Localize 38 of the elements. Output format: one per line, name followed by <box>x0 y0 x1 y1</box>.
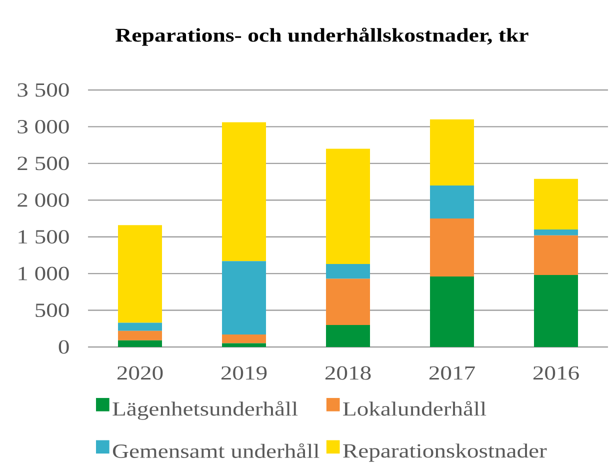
bar <box>118 340 162 347</box>
bar <box>534 235 578 276</box>
legend-label: Gemensamt underhåll <box>112 443 320 458</box>
bar <box>326 278 370 325</box>
bar <box>430 276 474 347</box>
y-tick-label: 2 000 <box>18 193 69 207</box>
y-tick-label: 3 000 <box>18 120 69 134</box>
bar <box>534 178 578 230</box>
y-tick-label: 1 500 <box>18 230 69 244</box>
legend-label: Lägenhetsunderhåll <box>112 401 298 420</box>
bar <box>222 334 266 344</box>
bar <box>534 275 578 347</box>
bar <box>430 185 474 218</box>
bar <box>326 324 370 347</box>
bar <box>534 230 578 236</box>
bar <box>430 218 474 276</box>
bar <box>430 119 474 186</box>
bar <box>222 122 266 262</box>
chart-title: Reparations- och underhållskostnader, tkr <box>116 28 528 46</box>
bar <box>222 261 266 335</box>
bar <box>326 148 370 264</box>
bar <box>222 343 266 347</box>
x-tick-label: 2018 <box>325 366 371 380</box>
y-tick-label: 0 <box>58 340 69 354</box>
x-tick-label: 2020 <box>117 366 163 380</box>
x-tick-label: 2016 <box>533 366 579 380</box>
bar <box>326 264 370 279</box>
y-tick-label: 1 000 <box>18 266 69 280</box>
x-tick-label: 2017 <box>429 366 475 380</box>
bar <box>118 225 162 323</box>
x-tick-label: 2019 <box>221 366 267 380</box>
legend-label: Reparationskostnader <box>343 444 547 462</box>
bar <box>118 322 162 331</box>
bar <box>118 330 162 340</box>
y-tick-label: 2 500 <box>18 156 69 170</box>
y-tick-label: 3 500 <box>18 83 69 97</box>
legend-label: Lokalunderhåll <box>343 401 486 416</box>
y-tick-label: 500 <box>36 304 69 318</box>
